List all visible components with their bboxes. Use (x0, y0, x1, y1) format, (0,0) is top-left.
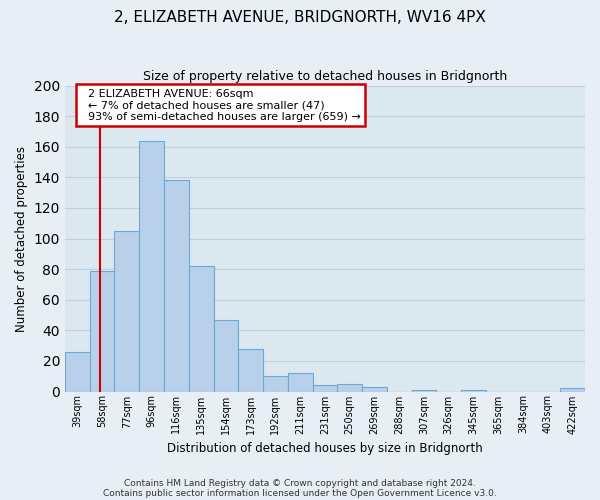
Bar (238, 348, 263, 392)
Text: Contains public sector information licensed under the Open Government Licence v3: Contains public sector information licen… (103, 488, 497, 498)
Title: Size of property relative to detached houses in Bridgnorth: Size of property relative to detached ho… (143, 70, 507, 83)
Bar (362, 387, 387, 392)
Bar (288, 373, 313, 392)
Text: Contains HM Land Registry data © Crown copyright and database right 2024.: Contains HM Land Registry data © Crown c… (124, 478, 476, 488)
Text: 2, ELIZABETH AVENUE, BRIDGNORTH, WV16 4PX: 2, ELIZABETH AVENUE, BRIDGNORTH, WV16 4P… (114, 10, 486, 25)
Bar (313, 386, 337, 392)
Bar (214, 320, 238, 392)
Y-axis label: Number of detached properties: Number of detached properties (15, 146, 28, 332)
Bar (89, 270, 115, 392)
Bar (164, 180, 189, 392)
Bar (65, 352, 89, 392)
Text: 2 ELIZABETH AVENUE: 66sqm
  ← 7% of detached houses are smaller (47)
  93% of se: 2 ELIZABETH AVENUE: 66sqm ← 7% of detach… (80, 88, 361, 122)
Bar (263, 376, 288, 392)
Bar (115, 231, 139, 392)
Bar (189, 266, 214, 392)
Bar (461, 390, 486, 392)
Bar (139, 140, 164, 392)
Bar (412, 390, 436, 392)
X-axis label: Distribution of detached houses by size in Bridgnorth: Distribution of detached houses by size … (167, 442, 483, 455)
Bar (560, 388, 585, 392)
Bar (337, 384, 362, 392)
